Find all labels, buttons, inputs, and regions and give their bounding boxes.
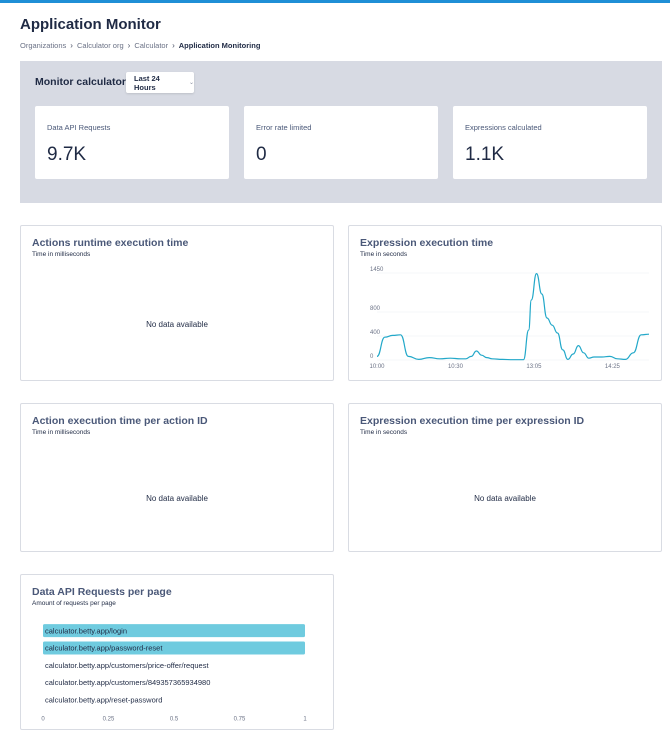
x-tick-label: 10:30 [448, 364, 464, 370]
breadcrumb-calculator[interactable]: Calculator [134, 41, 169, 50]
bar-category-label: calculator.betty.app/customers/price-off… [45, 661, 209, 670]
chevron-down-icon: ⌄ [188, 80, 194, 86]
panel-action-execution-time-per-action-id: Action execution time per action ID Time… [20, 403, 334, 552]
series-line [376, 272, 650, 361]
no-data-message: No data available [474, 494, 536, 503]
panel-expression-execution-time: Expression execution time Time in second… [348, 225, 662, 381]
panel-expression-execution-time-per-expression-id: Expression execution time per expression… [348, 403, 662, 552]
y-tick-label: 800 [370, 306, 381, 312]
bar-category-label: calculator.betty.app/customers/849357365… [45, 678, 210, 687]
chevron-right-icon: › [127, 41, 131, 50]
page-title: Application Monitor [20, 16, 161, 33]
y-tick-label: 0 [370, 354, 374, 360]
panel-title: Actions runtime execution time [32, 237, 189, 249]
panel-actions-runtime-execution-time: Actions runtime execution time Time in m… [20, 225, 334, 381]
chevron-right-icon: › [70, 41, 73, 50]
panel-subtitle: Amount of requests per page [32, 600, 116, 607]
requests-per-page-chart: calculator.betty.app/login calculator.bet… [41, 624, 307, 723]
panel-subtitle: Time in milliseconds [32, 429, 91, 436]
panel-title: Data API Requests per page [32, 586, 172, 598]
breadcrumb-current: Application Monitoring [178, 41, 261, 50]
bar-category-label: calculator.betty.app/password-reset [45, 644, 163, 653]
chevron-right-icon: › [172, 41, 175, 50]
breadcrumb-organizations[interactable]: Organizations [20, 41, 67, 50]
bar [43, 624, 305, 638]
panel-title: Expression execution time per expression… [360, 415, 585, 427]
stat-label: Error rate limited [256, 123, 312, 132]
no-data-message: No data available [146, 320, 208, 329]
bar-category-label: calculator.betty.app/login [45, 626, 127, 635]
breadcrumb: Organizations › Calculator org › Calcula… [20, 41, 260, 50]
x-tick-label: 0.75 [234, 717, 246, 723]
stat-label: Data API Requests [47, 123, 111, 132]
x-tick-label: 0 [41, 717, 45, 723]
stat-card-data-api-requests: Data API Requests 9.7K [35, 106, 229, 179]
panel-subtitle: Time in milliseconds [32, 251, 91, 258]
summary-section: Monitor calculator Last 24 Hours ⌄ Data … [20, 61, 662, 203]
expression-execution-time-chart: 0 400 800 1450 10:00 10:30 13:05 14:25 [369, 267, 650, 370]
top-accent-bar [0, 0, 670, 3]
monitor-title: Monitor calculator [35, 76, 127, 88]
panel-title: Expression execution time [360, 237, 494, 249]
stat-card-expressions-calculated: Expressions calculated 1.1K [453, 106, 647, 179]
stat-label: Expressions calculated [465, 123, 542, 132]
no-data-message: No data available [146, 494, 208, 503]
panel-title: Action execution time per action ID [32, 415, 208, 427]
x-tick-label: 0.5 [170, 717, 179, 723]
y-tick-label: 400 [370, 330, 381, 336]
panel-subtitle: Time in seconds [360, 251, 408, 258]
bar-category-label: calculator.betty.app/reset-password [45, 695, 162, 704]
x-tick-label: 13:05 [526, 364, 542, 370]
x-tick-label: 1 [303, 717, 307, 723]
x-tick-label: 10:00 [369, 364, 385, 370]
x-tick-label: 0.25 [103, 717, 115, 723]
stat-value: 1.1K [465, 144, 505, 165]
time-range-label: Last 24 Hours [134, 73, 160, 92]
stat-value: 0 [256, 144, 267, 165]
panel-data-api-requests-per-page: Data API Requests per page Amount of req… [20, 574, 334, 730]
y-tick-label: 1450 [370, 267, 384, 273]
breadcrumb-calculator-org[interactable]: Calculator org [76, 41, 124, 50]
time-range-select[interactable]: Last 24 Hours ⌄ [126, 72, 194, 93]
bar [43, 641, 305, 655]
panel-subtitle: Time in seconds [360, 429, 408, 436]
stat-value: 9.7K [47, 144, 87, 165]
x-tick-label: 14:25 [605, 364, 621, 370]
stat-card-error-rate-limited: Error rate limited 0 [244, 106, 438, 179]
